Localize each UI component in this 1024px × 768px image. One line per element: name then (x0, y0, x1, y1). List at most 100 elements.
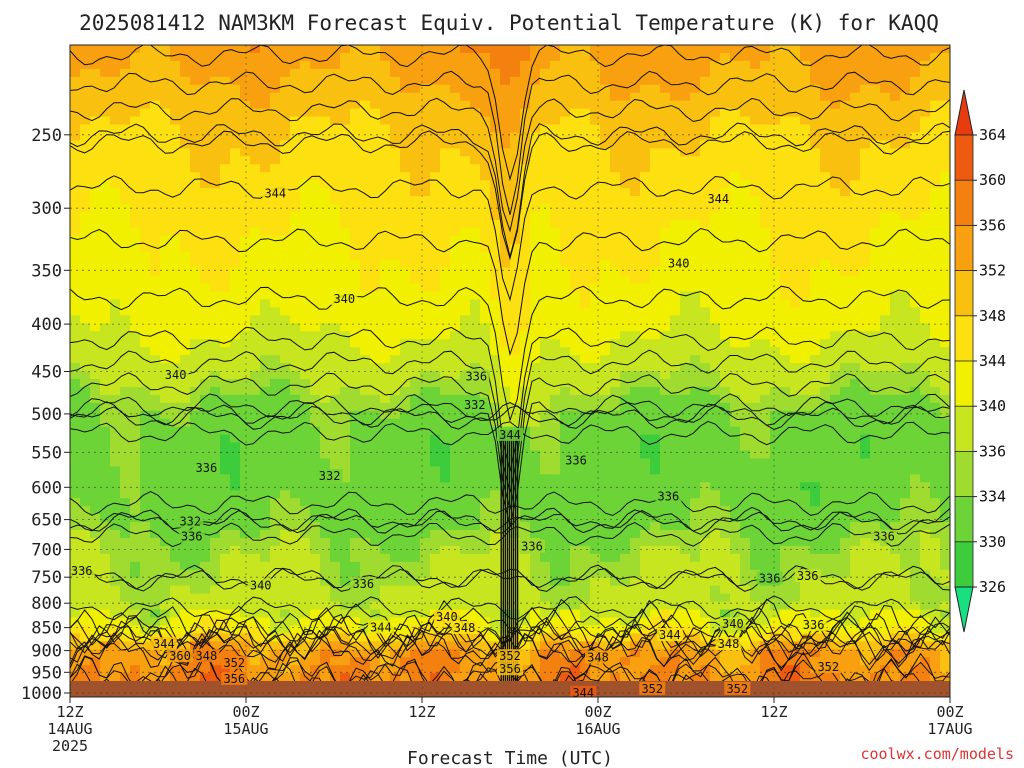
fill-cell (760, 291, 771, 301)
fill-cell (910, 434, 921, 444)
fill-cell (580, 45, 591, 54)
fill-cell (600, 275, 611, 285)
fill-cell (830, 76, 841, 86)
fill-cell (510, 148, 521, 157)
fill-cell (770, 132, 781, 142)
fill-cell (550, 315, 561, 324)
fill-cell (300, 124, 311, 134)
fill-cell (80, 371, 91, 380)
fill-cell (930, 108, 941, 118)
fill-cell (740, 307, 751, 316)
fill-cell (680, 426, 691, 436)
fill-cell (220, 466, 231, 475)
fill-cell (310, 339, 321, 348)
fill-cell (470, 450, 481, 460)
fill-cell (210, 211, 221, 221)
fill-cell (440, 378, 451, 388)
fill-cell (690, 355, 701, 364)
fill-cell (790, 474, 801, 483)
fill-cell (880, 386, 891, 396)
fill-cell (750, 219, 761, 229)
fill-cell (580, 275, 591, 285)
fill-cell (910, 148, 921, 157)
fill-cell (870, 116, 881, 126)
fill-cell (140, 323, 151, 332)
fill-cell (920, 347, 931, 356)
fill-cell (390, 84, 401, 94)
fill-cell (840, 172, 851, 181)
fill-cell (790, 275, 801, 285)
fill-cell (230, 148, 241, 157)
fill-cell (170, 68, 181, 78)
fill-cell (760, 156, 771, 165)
fill-cell (80, 84, 91, 94)
fill-cell (930, 132, 941, 142)
fill-cell (500, 68, 511, 78)
fill-cell (930, 371, 941, 380)
fill-cell (220, 148, 231, 157)
fill-cell (640, 426, 651, 436)
fill-cell (410, 124, 421, 134)
fill-cell (640, 347, 651, 356)
fill-cell (390, 196, 401, 205)
fill-cell (70, 363, 81, 372)
fill-cell (540, 172, 551, 181)
fill-cell (110, 196, 121, 205)
fill-cell (820, 196, 831, 205)
fill-cell (790, 164, 801, 173)
fill-cell (730, 442, 741, 452)
fill-cell (480, 164, 491, 173)
fill-cell (840, 116, 851, 126)
fill-cell (370, 291, 381, 301)
fill-cell (300, 466, 311, 475)
fill-cell (890, 458, 901, 468)
fill-cell (740, 267, 751, 277)
fill-cell (470, 482, 481, 491)
fill-cell (760, 243, 771, 253)
fill-cell (590, 76, 601, 86)
fill-cell (300, 267, 311, 277)
fill-cell (300, 76, 311, 86)
fill-cell (400, 52, 411, 62)
fill-cell (530, 307, 541, 316)
fill-cell (90, 386, 101, 396)
fill-cell (420, 124, 431, 134)
fill-cell (780, 291, 791, 301)
fill-cell (600, 100, 611, 110)
fill-cell (470, 259, 481, 269)
fill-cell (310, 267, 321, 277)
fill-cell (180, 402, 191, 412)
fill-cell (880, 482, 891, 491)
fill-cell (190, 434, 201, 444)
fill-cell (100, 323, 111, 332)
fill-cell (730, 100, 741, 110)
fill-cell (670, 219, 681, 229)
fill-cell (360, 84, 371, 94)
fill-cell (250, 482, 261, 491)
fill-cell (260, 156, 271, 165)
fill-cell (440, 180, 451, 189)
fill-cell (330, 211, 341, 221)
fill-cell (770, 283, 781, 293)
fill-cell (410, 386, 421, 396)
fill-cell (460, 84, 471, 94)
fill-cell (90, 188, 101, 197)
fill-cell (270, 180, 281, 189)
fill-cell (740, 140, 751, 149)
fill-cell (400, 92, 411, 102)
fill-cell (830, 283, 841, 293)
fill-cell (330, 347, 341, 356)
fill-cell (560, 331, 571, 340)
fill-cell (180, 227, 191, 237)
fill-cell (120, 323, 131, 332)
fill-cell (720, 378, 731, 388)
fill-cell (650, 124, 661, 134)
fill-cell (710, 363, 721, 372)
fill-cell (800, 124, 811, 134)
fill-cell (90, 60, 101, 70)
fill-cell (750, 418, 761, 428)
fill-cell (290, 402, 301, 412)
fill-cell (370, 243, 381, 253)
fill-cell (430, 259, 441, 269)
fill-cell (640, 474, 651, 483)
